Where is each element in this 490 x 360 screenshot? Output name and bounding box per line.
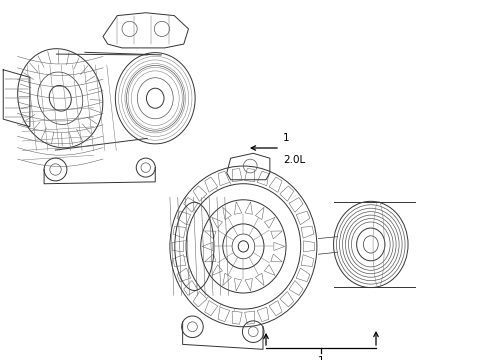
Text: 2.0L: 2.0L: [283, 155, 305, 165]
Text: 1: 1: [318, 356, 324, 360]
Text: 1: 1: [283, 133, 290, 143]
